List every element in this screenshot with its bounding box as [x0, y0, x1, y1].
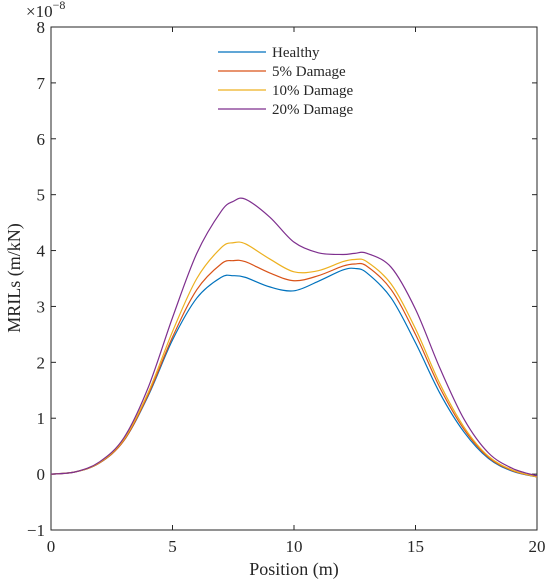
y-tick-label: 3 [37, 297, 46, 316]
y-tick-label: 4 [37, 242, 46, 261]
x-tick-label: 5 [168, 537, 177, 556]
legend-label-healthy: Healthy [272, 45, 320, 61]
series-lines [50, 197, 538, 478]
x-tick-label: 15 [407, 537, 424, 556]
y-axis-exponent-base: ×10 [26, 2, 53, 21]
legend-label-10-damage: 10% Damage [272, 83, 354, 99]
y-axis-label: MRILs (m/kN) [4, 223, 25, 333]
x-axis-label: Position (m) [249, 559, 339, 580]
y-tick-label: 1 [37, 409, 46, 428]
legend-label-5-damage: 5% Damage [272, 64, 346, 80]
axes-box [50, 26, 538, 531]
y-axis-exponent: ×10−8 [26, 0, 65, 21]
y-tick-label: 7 [37, 74, 46, 93]
plot-area [50, 26, 538, 531]
y-tick-label: 2 [37, 353, 46, 372]
x-tick-label: 0 [47, 537, 56, 556]
legend: Healthy 5% Damage 10% Damage 20% Damage [218, 45, 354, 118]
y-tick-label: 0 [37, 465, 46, 484]
y-tick-label: 6 [37, 130, 46, 149]
x-tick-label: 20 [529, 537, 546, 556]
legend-label-20-damage: 20% Damage [272, 102, 354, 118]
x-tick-label: 10 [286, 537, 303, 556]
y-tick-label: 8 [37, 18, 46, 37]
y-tick-label: −1 [27, 521, 45, 540]
series-line-20-damage [50, 197, 538, 477]
y-tick-label: 5 [37, 186, 46, 205]
y-axis-exponent-power: −8 [53, 0, 66, 12]
series-line-10-damage [50, 241, 538, 478]
series-line-5-damage [50, 259, 538, 478]
